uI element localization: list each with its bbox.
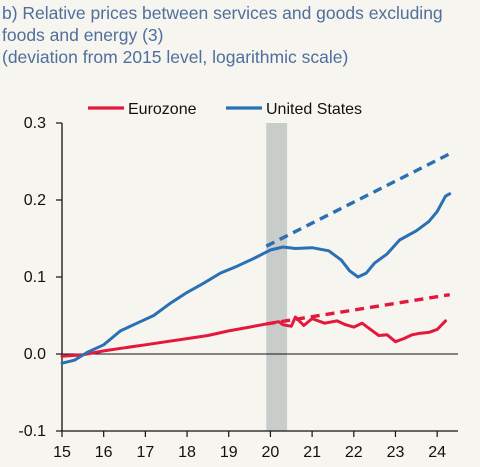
legend-label-united-states: United States [266,101,362,118]
chart-title-line-1: b) Relative prices between services and … [2,3,443,23]
y-tick-label: 0.3 [24,115,46,132]
x-tick-label: 16 [95,444,113,461]
shaded-period [266,123,288,431]
x-tick-label: 23 [387,444,405,461]
series-line-united-states-trend [265,152,451,248]
x-tick-label: 21 [303,444,321,461]
y-tick-label: 0.1 [24,269,46,286]
series-line-united-states [60,192,452,365]
series-line-eurozone [60,315,447,358]
y-tick-label: -0.1 [18,423,46,440]
y-tick-label: 0.2 [24,192,46,209]
chart-title-line-3: (deviation from 2015 level, logarithmic … [2,47,349,67]
x-tick-label: 19 [220,444,238,461]
chart-title-line-2: foods and energy (3) [2,25,164,45]
axes-layer: 0.3 0.2 0.1 0.0 -0.1 15 16 17 18 19 20 21 22 23 24 [18,115,458,461]
x-tick-label: 18 [178,444,196,461]
x-tick-label: 17 [136,444,154,461]
shaded-period-layer [266,123,288,431]
chart-title: b) Relative prices between services and … [2,2,478,68]
x-tick-label: 22 [345,444,363,461]
x-tick-label: 24 [428,444,446,461]
x-tick-label: 15 [53,444,71,461]
legend: Eurozone United States [88,101,362,118]
legend-label-eurozone: Eurozone [128,101,197,118]
y-tick-label: 0.0 [24,346,46,363]
series-layer [60,152,452,365]
series-line-eurozone-trend [266,293,450,326]
x-tick-label: 20 [262,444,280,461]
